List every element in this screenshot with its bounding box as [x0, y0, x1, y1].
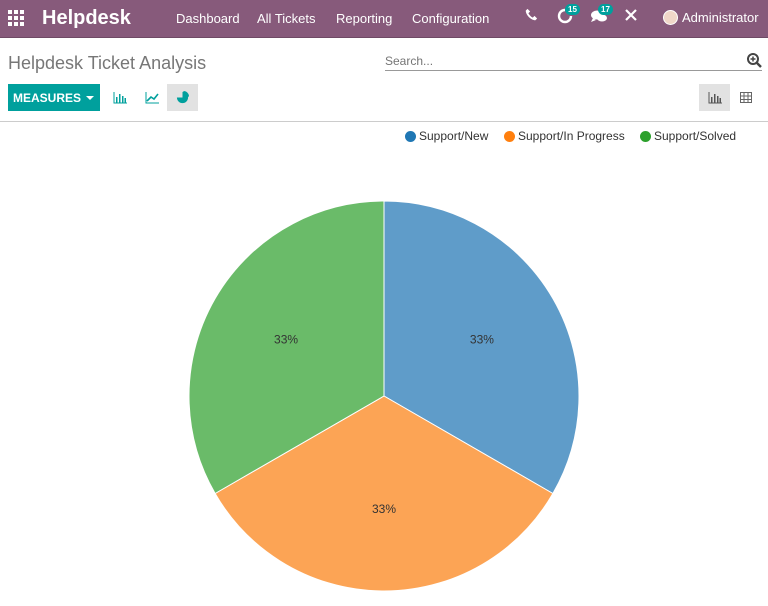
pie-labels: 33% 33% 33%: [274, 332, 494, 516]
user-menu[interactable]: Administrator: [663, 10, 759, 25]
pie-chart: 33% 33% 33%: [188, 200, 580, 592]
legend-item-solved[interactable]: Support/Solved: [640, 129, 736, 143]
pie-slices: [188, 200, 580, 592]
pie-slice[interactable]: [383, 200, 580, 495]
pie-chart-button[interactable]: [167, 84, 198, 111]
top-navbar: Helpdesk Dashboard All Tickets Reporting…: [0, 0, 768, 38]
search-input[interactable]: [385, 54, 725, 68]
menu-dashboard[interactable]: Dashboard: [176, 11, 240, 26]
legend-dot-new: [405, 130, 416, 142]
legend-label-solved: Support/Solved: [654, 129, 737, 143]
activity-button[interactable]: 15: [557, 4, 580, 27]
activity-badge: 15: [565, 4, 580, 15]
graph-view-icon: [708, 91, 722, 103]
graph-view-button[interactable]: [699, 84, 730, 111]
menu-reporting[interactable]: Reporting: [336, 11, 393, 26]
caret-down-icon: [86, 95, 94, 100]
pie-chart-icon: [176, 91, 189, 104]
line-chart-button[interactable]: [136, 84, 167, 111]
table-grid-icon: [739, 92, 752, 103]
measures-dropdown-button[interactable]: MEASURES: [8, 84, 100, 111]
pivot-view-button[interactable]: [730, 84, 761, 111]
pie-slice-label: 33%: [274, 332, 298, 346]
line-chart-icon: [145, 91, 159, 103]
menu-all-tickets[interactable]: All Tickets: [257, 11, 316, 26]
legend-label-new: Support/New: [419, 129, 489, 143]
phone-icon[interactable]: [524, 8, 538, 25]
legend-item-new[interactable]: Support/New: [405, 129, 488, 143]
app-brand[interactable]: Helpdesk: [42, 7, 131, 29]
bar-chart-icon: [113, 91, 127, 103]
messages-button[interactable]: 17: [590, 4, 613, 27]
pie-slice-label: 33%: [470, 332, 494, 346]
user-name: Administrator: [682, 10, 759, 25]
measures-label: MEASURES: [12, 90, 81, 105]
search-icon[interactable]: [746, 52, 762, 73]
clock-icon: [557, 8, 573, 24]
bar-chart-button[interactable]: [104, 84, 135, 111]
legend-item-in-progress[interactable]: Support/In Progress: [504, 129, 625, 143]
debug-tools-icon[interactable]: [624, 8, 638, 25]
legend-dot-in-progress: [504, 130, 515, 142]
control-panel-divider: [0, 121, 768, 122]
pie-slice[interactable]: [188, 200, 385, 495]
legend-dot-solved: [640, 130, 651, 142]
messages-badge: 17: [598, 4, 613, 15]
pie-slice-label: 33%: [372, 502, 396, 516]
apps-menu-icon[interactable]: [8, 10, 26, 26]
avatar: [663, 10, 678, 25]
search-bar: [385, 52, 762, 71]
page-title: Helpdesk Ticket Analysis: [8, 53, 207, 73]
legend-label-in-progress: Support/In Progress: [518, 129, 625, 143]
menu-configuration[interactable]: Configuration: [412, 11, 490, 26]
